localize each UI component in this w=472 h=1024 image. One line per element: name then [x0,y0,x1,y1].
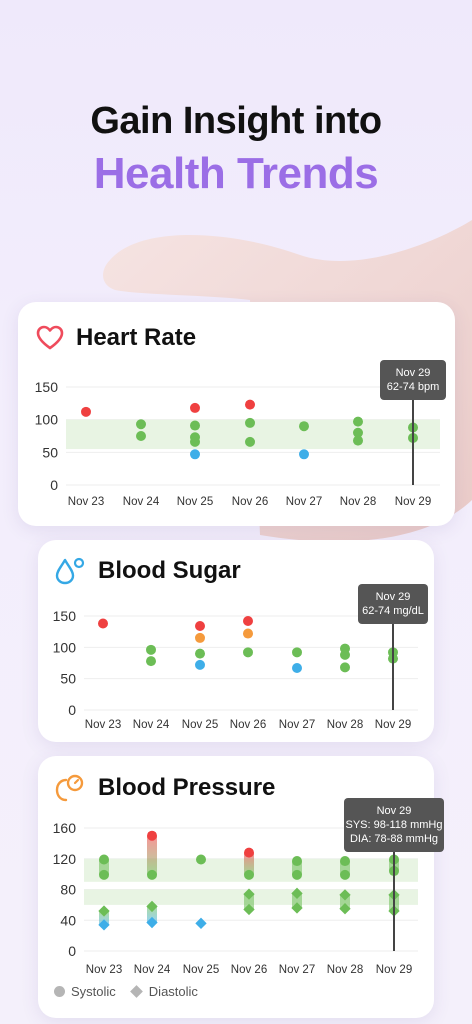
gauge-icon [55,774,84,802]
headline-line-1: Gain Insight into [90,100,382,142]
water-drop-icon [55,557,85,585]
blood-sugar-header: Blood Sugar [54,556,241,586]
headline: Gain Insight into Health Trends [0,100,472,199]
blood-pressure-header: Blood Pressure [54,772,275,804]
blood-pressure-legend: Systolic Diastolic [54,984,198,999]
legend-diastolic: Diastolic [129,984,198,999]
legend-diastolic-label: Diastolic [148,984,198,999]
headline-line-2: Health Trends [93,149,379,198]
legend-systolic: Systolic [54,984,116,999]
legend-systolic-marker [54,986,65,997]
heart-rate-title: Heart Rate [76,324,197,351]
legend-systolic-label: Systolic [71,984,116,999]
legend-diastolic-marker [129,985,143,998]
heart-icon [36,325,64,350]
blood-pressure-title: Blood Pressure [98,774,276,801]
blood-sugar-card[interactable] [38,540,434,742]
heart-rate-header: Heart Rate [36,324,196,352]
blood-sugar-title: Blood Sugar [98,557,241,584]
